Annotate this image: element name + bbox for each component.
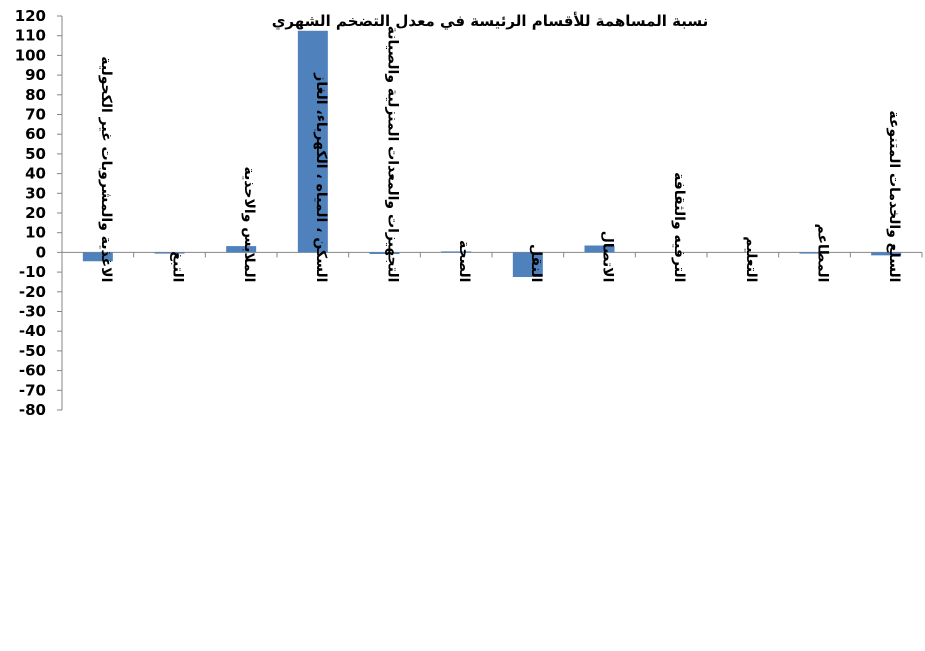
bar xyxy=(226,246,257,253)
y-tick-label: 80 xyxy=(25,86,46,104)
y-tick-label: -30 xyxy=(19,303,46,321)
x-category-label: الاتصال xyxy=(600,231,616,283)
bar xyxy=(871,252,902,256)
bar xyxy=(154,252,185,254)
y-tick-label: 50 xyxy=(25,145,46,163)
bar xyxy=(512,252,543,278)
x-category-label: الملابس والاحذية xyxy=(241,167,257,283)
x-category-label: السكن ، المياه ، الكهرباء، الغاز xyxy=(313,72,329,282)
x-category-label: المطاعم xyxy=(815,224,831,283)
y-tick-label: 70 xyxy=(25,106,46,124)
y-tick-label: -40 xyxy=(19,322,46,340)
y-tick-label: -60 xyxy=(19,362,46,380)
x-category-label: الترفيه والثقافة xyxy=(671,172,687,282)
y-tick-label: 10 xyxy=(25,224,46,242)
y-tick-label: -50 xyxy=(19,342,46,360)
bar xyxy=(584,245,615,253)
y-tick-label: 30 xyxy=(25,184,46,202)
x-category-label: التبغ xyxy=(170,251,186,282)
y-tick-labels: 1201101009080706050403020100-10-20-30-40… xyxy=(15,7,46,419)
x-category-label: الاغذية والمشروبات غير الكحولية xyxy=(98,56,114,282)
bar xyxy=(441,251,472,253)
x-category-label: التجهيزات والمعدات المنزلية والصيانة xyxy=(385,26,401,283)
bars xyxy=(82,30,902,278)
y-tick-label: -20 xyxy=(19,283,46,301)
y-tick-label: 20 xyxy=(25,204,46,222)
bar xyxy=(799,252,830,254)
x-category-label: التعليم xyxy=(743,236,759,282)
y-tick-label: 90 xyxy=(25,66,46,84)
bar xyxy=(297,30,328,253)
y-tick-label: 0 xyxy=(36,243,46,261)
y-tick-label: 60 xyxy=(25,125,46,143)
x-category-label: السلع والخدمات المتنوعة xyxy=(886,110,902,282)
y-tick-label: 100 xyxy=(15,46,46,64)
x-category-label: النقل xyxy=(528,244,544,282)
x-category-label: الصحة xyxy=(456,240,472,282)
axes xyxy=(57,15,923,411)
y-tick-label: 120 xyxy=(15,7,46,25)
y-tick-label: 110 xyxy=(15,27,46,45)
chart-title: نسبة المساهمة للأقسام الرئيسة في معدل ال… xyxy=(272,12,709,31)
bar xyxy=(82,252,113,262)
bar xyxy=(369,252,400,254)
y-tick-label: -70 xyxy=(19,381,46,399)
y-tick-label: -10 xyxy=(19,263,46,281)
y-tick-label: -80 xyxy=(19,401,46,419)
y-tick-label: 40 xyxy=(25,165,46,183)
x-category-labels: الاغذية والمشروبات غير الكحولية التبغ المل… xyxy=(98,26,902,283)
